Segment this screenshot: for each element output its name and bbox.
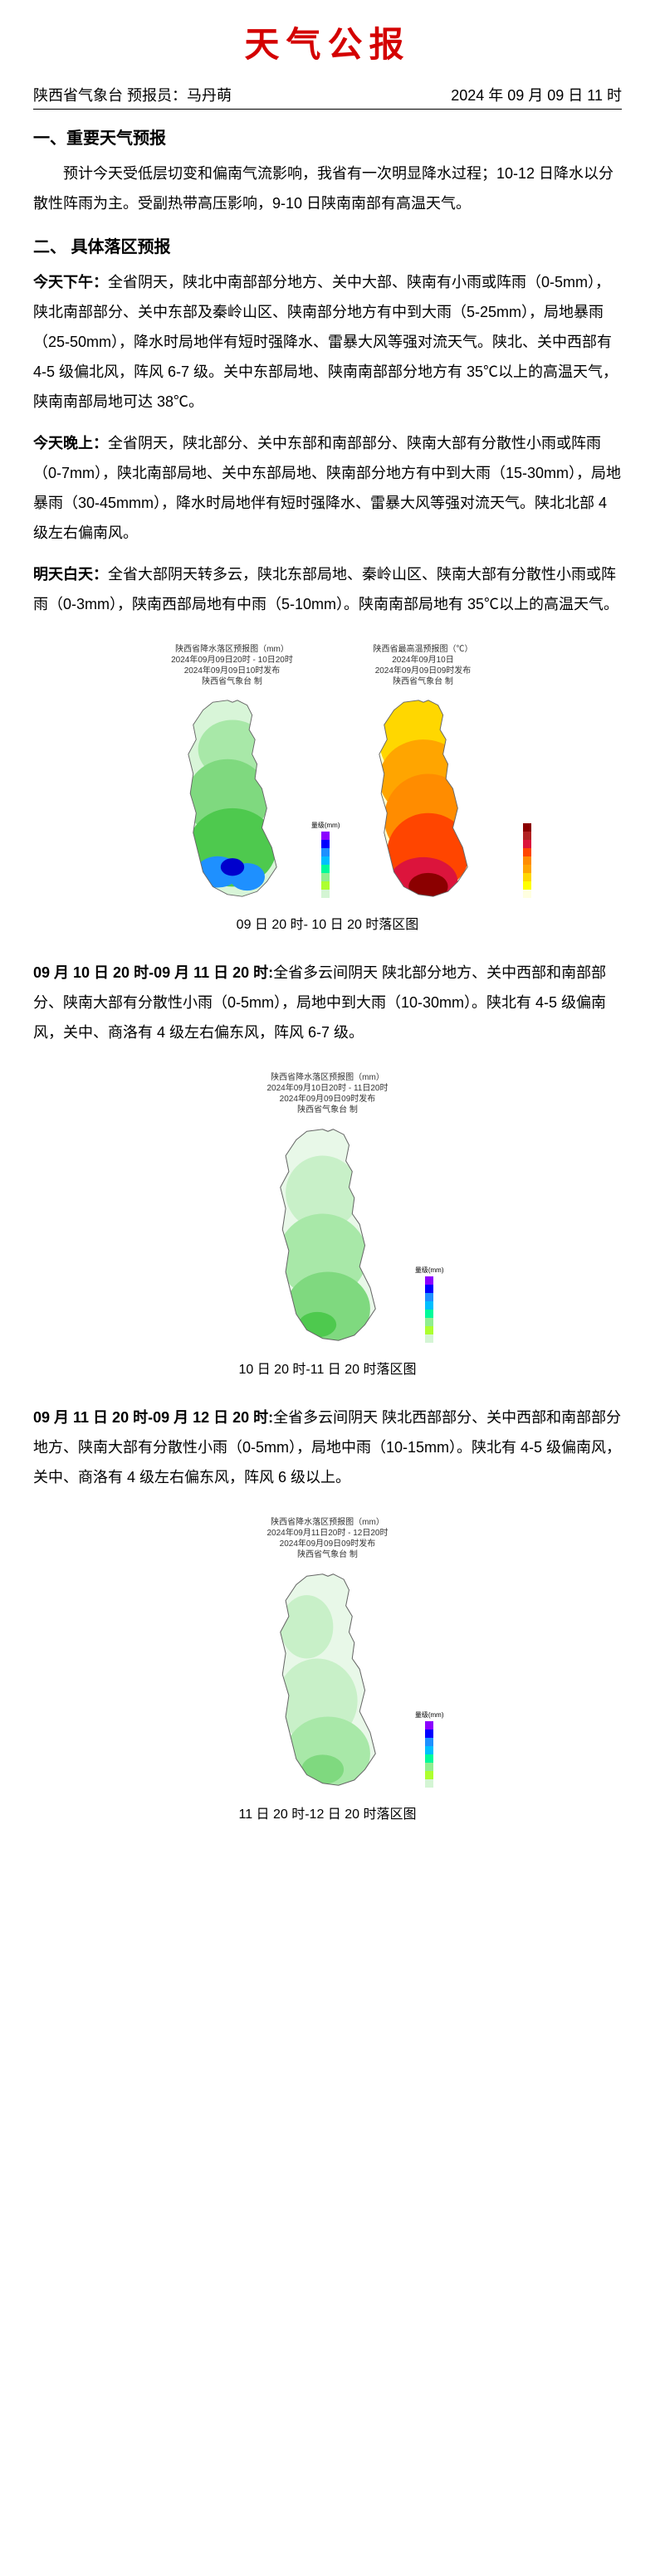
temp-map-block: 陕西省最高温预报图（℃）2024年09月10日2024年09月09日09时发布陕… (340, 644, 506, 906)
afternoon-lead: 今天下午： (33, 274, 108, 290)
precip-legend-3: 量级(mm) (415, 1710, 444, 1788)
precip-legend-1: 量级(mm) (311, 821, 340, 898)
report-title: 天气公报 (33, 17, 622, 67)
map1-caption: 09 日 20 时- 10 日 20 时落区图 (33, 913, 622, 933)
issuer-forecaster: 陕西省气象台 预报员：马丹萌 (33, 84, 232, 105)
section1-body: 预计今天受低层切变和偏南气流影响，我省有一次明显降水过程；10-12 日降水以分… (33, 159, 622, 218)
precip-map-1 (149, 690, 315, 906)
map3-caption: 11 日 20 时-12 日 20 时落区图 (33, 1803, 622, 1822)
temp-legend (523, 823, 531, 898)
afternoon-body: 全省阴天，陕北中南部部分地方、关中大部、陕南有小雨或阵雨（0-5mm），陕北南部… (33, 274, 618, 410)
map-row-1: 陕西省降水落区预报图（mm）2024年09月09日20时 - 10日20时202… (33, 644, 622, 906)
precip-map-3 (237, 1564, 419, 1796)
map-row-2: 陕西省降水落区预报图（mm）2024年09月10日20时 - 11日20时202… (33, 1072, 622, 1351)
forecast-11-12: 09 月 11 日 20 时-09 月 12 日 20 时:全省多云间阴天 陕北… (33, 1403, 622, 1492)
evening-lead: 今天晚上： (33, 435, 108, 451)
precip-map-block-2: 陕西省降水落区预报图（mm）2024年09月10日20时 - 11日20时202… (237, 1072, 419, 1351)
temp-map-header: 陕西省最高温预报图（℃）2024年09月10日2024年09月09日09时发布陕… (374, 644, 473, 687)
precip-map-header-1: 陕西省降水落区预报图（mm）2024年09月09日20时 - 10日20时202… (171, 644, 293, 687)
precip-map-block-3: 陕西省降水落区预报图（mm）2024年09月11日20时 - 12日20时202… (237, 1517, 419, 1796)
header-line: 陕西省气象台 预报员：马丹萌 2024 年 09 月 09 日 11 时 (33, 84, 622, 110)
forecast-evening: 今天晚上：全省阴天，陕北部分、关中东部和南部部分、陕南大部有分散性小雨或阵雨（0… (33, 428, 622, 548)
forecast-10-11: 09 月 10 日 20 时-09 月 11 日 20 时:全省多云间阴天 陕北… (33, 958, 622, 1047)
precip-legend-label-2: 量级(mm) (415, 1266, 444, 1275)
section2-heading: 二、 具体落区预报 (33, 233, 622, 257)
forecast-afternoon: 今天下午：全省阴天，陕北中南部部分地方、关中大部、陕南有小雨或阵雨（0-5mm）… (33, 267, 622, 417)
temp-map (340, 690, 506, 906)
issue-datetime: 2024 年 09 月 09 日 11 时 (451, 84, 622, 105)
section1-heading: 一、重要天气预报 (33, 124, 622, 149)
evening-body: 全省阴天，陕北部分、关中东部和南部部分、陕南大部有分散性小雨或阵雨（0-7mm）… (33, 435, 621, 541)
tomorrow-body: 全省大部阴天转多云，陕北东部局地、秦岭山区、陕南大部有分散性小雨或阵雨（0-3m… (33, 566, 618, 612)
precip-legend-label: 量级(mm) (311, 821, 340, 830)
map-row-3: 陕西省降水落区预报图（mm）2024年09月11日20时 - 12日20时202… (33, 1517, 622, 1796)
precip-map-header-3: 陕西省降水落区预报图（mm）2024年09月11日20时 - 12日20时202… (266, 1517, 388, 1560)
sec3-lead: 09 月 10 日 20 时-09 月 11 日 20 时: (33, 964, 273, 981)
precip-map-header-2: 陕西省降水落区预报图（mm）2024年09月10日20时 - 11日20时202… (266, 1072, 388, 1115)
map2-caption: 10 日 20 时-11 日 20 时落区图 (33, 1358, 622, 1378)
precip-legend-label-3: 量级(mm) (415, 1710, 444, 1720)
precip-map-2 (237, 1119, 419, 1351)
tomorrow-lead: 明天白天： (33, 566, 108, 583)
sec4-lead: 09 月 11 日 20 时-09 月 12 日 20 时: (33, 1409, 273, 1426)
forecast-tomorrow: 明天白天：全省大部阴天转多云，陕北东部局地、秦岭山区、陕南大部有分散性小雨或阵雨… (33, 559, 622, 619)
precip-map-block-1: 陕西省降水落区预报图（mm）2024年09月09日20时 - 10日20时202… (149, 644, 315, 906)
precip-legend-2: 量级(mm) (415, 1266, 444, 1343)
